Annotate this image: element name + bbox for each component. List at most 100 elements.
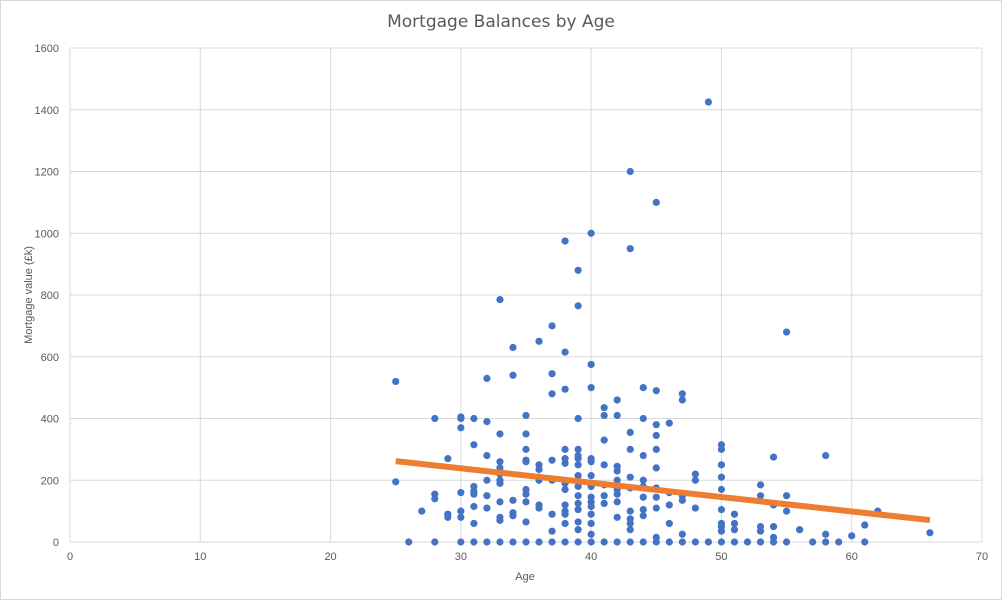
data-point bbox=[809, 538, 817, 546]
data-point bbox=[574, 526, 582, 534]
data-point bbox=[600, 436, 608, 444]
data-point bbox=[561, 485, 569, 494]
data-point bbox=[861, 521, 869, 529]
data-point bbox=[835, 538, 843, 546]
data-point bbox=[678, 496, 686, 504]
data-point bbox=[639, 476, 647, 484]
data-point bbox=[457, 513, 465, 521]
x-tick-label: 40 bbox=[585, 551, 597, 563]
data-point bbox=[574, 499, 582, 508]
data-point bbox=[678, 390, 686, 398]
data-point bbox=[483, 538, 491, 546]
data-point bbox=[470, 502, 478, 511]
data-point bbox=[730, 519, 739, 528]
data-point bbox=[600, 461, 608, 469]
data-point bbox=[796, 526, 804, 534]
data-point bbox=[717, 505, 726, 514]
data-point bbox=[457, 424, 465, 432]
data-point bbox=[587, 229, 595, 237]
data-point bbox=[665, 519, 673, 528]
y-axis-label: Mortgage value (£k) bbox=[23, 246, 35, 344]
data-point bbox=[822, 530, 830, 538]
data-point bbox=[652, 198, 660, 206]
data-point bbox=[926, 529, 934, 537]
data-point bbox=[613, 513, 621, 521]
y-tick-label: 200 bbox=[41, 475, 59, 487]
data-point bbox=[574, 482, 582, 491]
data-point bbox=[587, 384, 595, 392]
data-point bbox=[470, 490, 478, 498]
data-point bbox=[496, 538, 504, 546]
data-point bbox=[639, 538, 647, 546]
data-point bbox=[587, 502, 595, 511]
data-points bbox=[392, 98, 934, 546]
data-point bbox=[483, 451, 491, 460]
x-axis-label: Age bbox=[515, 571, 535, 583]
gridlines bbox=[69, 47, 983, 543]
data-point bbox=[626, 167, 634, 176]
data-point bbox=[522, 430, 530, 438]
x-tick-label: 10 bbox=[194, 551, 206, 563]
data-point bbox=[574, 266, 582, 274]
data-point bbox=[678, 396, 686, 404]
data-point bbox=[470, 519, 478, 528]
data-point bbox=[496, 296, 504, 304]
data-point bbox=[574, 492, 582, 500]
x-tick-label: 70 bbox=[976, 551, 988, 563]
y-tick-label: 0 bbox=[53, 537, 59, 549]
data-point bbox=[548, 527, 556, 535]
data-point bbox=[822, 538, 830, 546]
data-point bbox=[548, 370, 556, 378]
trendline-group bbox=[395, 458, 931, 524]
data-point bbox=[483, 492, 491, 500]
data-point bbox=[626, 428, 634, 436]
data-point bbox=[522, 498, 530, 506]
data-point bbox=[717, 461, 726, 469]
data-point bbox=[613, 498, 621, 506]
data-point bbox=[561, 459, 569, 467]
data-point bbox=[652, 431, 660, 440]
data-point bbox=[613, 476, 621, 484]
data-point bbox=[496, 430, 504, 438]
data-point bbox=[548, 538, 556, 546]
x-tick-label: 60 bbox=[846, 551, 858, 563]
y-tick-label: 600 bbox=[41, 352, 59, 364]
data-point bbox=[405, 538, 413, 546]
data-point bbox=[652, 387, 660, 395]
data-point bbox=[535, 538, 543, 546]
data-point bbox=[639, 384, 647, 392]
data-point bbox=[587, 472, 595, 480]
data-point bbox=[561, 348, 569, 356]
data-point bbox=[457, 507, 465, 515]
data-point bbox=[587, 510, 595, 518]
data-point bbox=[613, 467, 621, 475]
y-tick-label: 800 bbox=[41, 290, 59, 302]
data-point bbox=[678, 530, 686, 538]
data-point bbox=[861, 538, 869, 546]
data-point bbox=[561, 538, 569, 546]
data-point bbox=[574, 472, 582, 480]
data-point bbox=[769, 538, 778, 546]
data-point bbox=[392, 377, 400, 386]
data-point bbox=[522, 411, 530, 420]
data-point bbox=[665, 538, 673, 546]
x-tick-label: 20 bbox=[324, 551, 336, 563]
data-point bbox=[704, 98, 713, 106]
data-point bbox=[691, 538, 699, 546]
data-point bbox=[509, 343, 517, 352]
data-point bbox=[600, 492, 608, 500]
data-point bbox=[535, 337, 543, 345]
data-point bbox=[574, 538, 582, 546]
data-point bbox=[444, 455, 452, 463]
data-point bbox=[431, 414, 439, 423]
data-point bbox=[782, 328, 791, 336]
data-point bbox=[756, 538, 765, 546]
chart-title: Mortgage Balances by Age bbox=[387, 12, 615, 32]
data-point bbox=[782, 492, 791, 500]
data-point bbox=[574, 414, 582, 423]
data-point bbox=[457, 414, 465, 423]
data-point bbox=[600, 499, 608, 508]
data-point bbox=[561, 510, 569, 518]
data-point bbox=[652, 538, 660, 546]
